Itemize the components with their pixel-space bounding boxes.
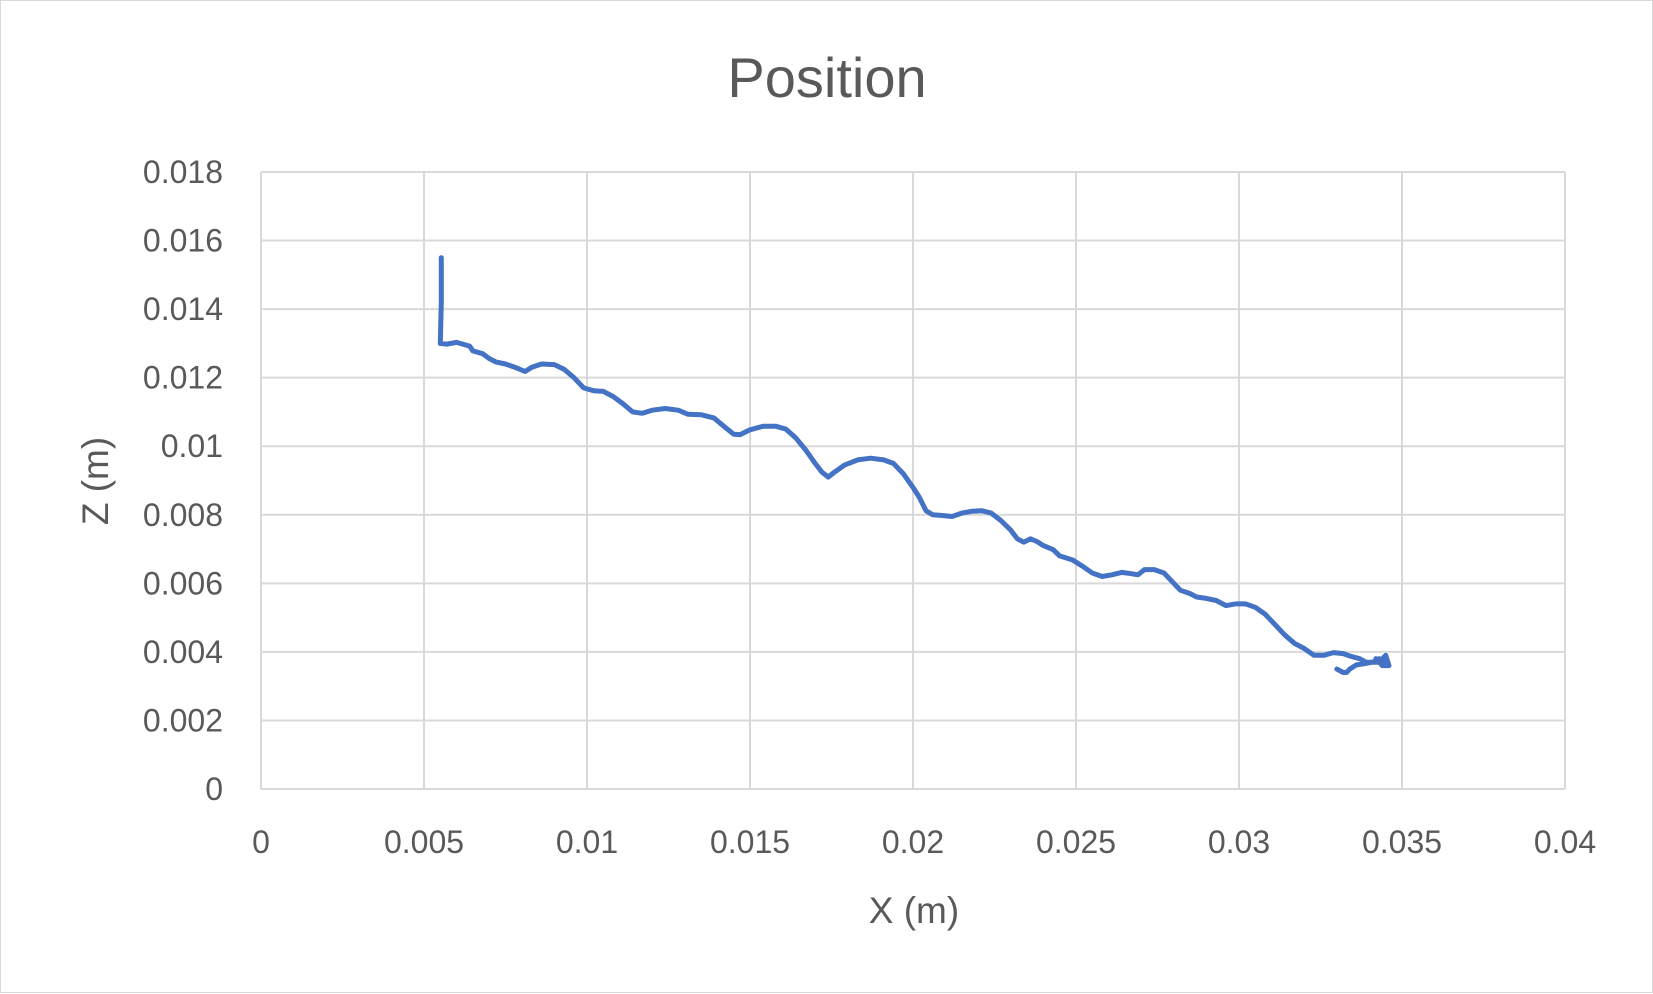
y-tick-label: 0.016 <box>143 223 223 259</box>
y-tick-label: 0.014 <box>143 291 223 327</box>
y-tick-label: 0.012 <box>143 360 223 396</box>
x-tick-label: 0.015 <box>710 824 790 860</box>
y-tick-label: 0.008 <box>143 497 223 533</box>
x-tick-label: 0 <box>252 824 270 860</box>
x-tick-label: 0.01 <box>556 824 618 860</box>
y-tick-label: 0.018 <box>143 154 223 190</box>
series-layer <box>437 255 1392 675</box>
chart-title: Position <box>727 46 926 109</box>
y-tick-label: 0.01 <box>161 428 223 464</box>
series-line <box>437 255 1392 675</box>
y-tick-label: 0.002 <box>143 702 223 738</box>
x-tick-label: 0.035 <box>1362 824 1442 860</box>
x-tick-label: 0.04 <box>1534 824 1596 860</box>
y-axis-title: Z (m) <box>75 437 116 525</box>
x-axis-title: X (m) <box>869 890 959 931</box>
x-tick-label: 0.005 <box>384 824 464 860</box>
y-tick-label: 0.006 <box>143 565 223 601</box>
y-axis-tick-labels: 0 0.002 0.004 0.006 0.008 0.01 0.012 0.014 0.016… <box>143 154 223 807</box>
gridlines <box>260 171 1566 790</box>
x-tick-label: 0.03 <box>1208 824 1270 860</box>
x-axis-tick-labels: 0 0.005 0.01 0.015 0.02 0.025 0.03 0.035 0.04 <box>252 824 1596 860</box>
y-tick-label: 0.004 <box>143 634 223 670</box>
y-tick-label: 0 <box>205 771 223 807</box>
x-tick-label: 0.025 <box>1036 824 1116 860</box>
x-tick-label: 0.02 <box>882 824 944 860</box>
